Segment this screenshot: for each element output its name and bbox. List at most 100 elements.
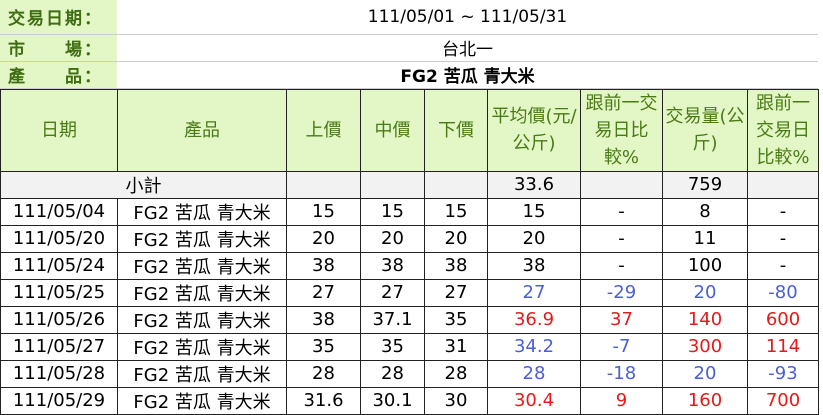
table-row: 111/05/29 FG2 苦瓜 青大米 31.6 30.1 30 30.4 9 160 700 [0,386,819,415]
cell-high: 20 [286,224,361,253]
table-row: 111/05/24 FG2 苦瓜 青大米 38 38 38 38-100- [0,251,819,280]
cell-high: 35 [286,332,361,361]
column-header: 下價 [424,88,488,172]
column-header: 跟前一交易日比較% [747,88,819,172]
cell-avg-cmp: - [580,251,663,280]
column-header: 日期 [0,88,118,172]
cell-date: 111/05/25 [0,278,118,307]
market-label: 市 場： [0,34,117,62]
subtotal-row: 小計 33.6 759 [0,170,819,199]
cell-vol-cmp: 114 [747,332,819,361]
cell-vol-cmp: -80 [747,278,819,307]
table-row: 111/05/20 FG2 苦瓜 青大米 20 20 20 20-11- [0,224,819,253]
cell-product: FG2 苦瓜 青大米 [117,386,287,415]
column-header: 交易量(公斤) [662,88,748,172]
cell-vol-cmp: 700 [747,386,819,415]
date-range-value: 111/05/01 ~ 111/05/31 [117,0,818,35]
product-value: FG2 苦瓜 青大米 [117,61,818,89]
cell-avg-cmp: - [580,224,663,253]
cell-vol: 11 [662,224,748,253]
cell-avg: 15 [487,197,581,226]
cell-mid: 27 [360,278,425,307]
cell-low: 31 [424,332,488,361]
cell-high: 31.6 [286,386,361,415]
cell-mid: 38 [360,251,425,280]
cell-product: FG2 苦瓜 青大米 [117,359,287,388]
price-table: 日期 產品 上價 中價 下價 平均價(元/公斤) 跟前一交易日比較% 交易量(公斤) 跟前一交易… [0,88,819,415]
cell-low: 27 [424,278,488,307]
cell-mid: 20 [360,224,425,253]
cell-avg: 34.2 [487,332,581,361]
cell-avg: 30.4 [487,386,581,415]
table-row: 111/05/04 FG2 苦瓜 青大米 15 15 15 15-8- [0,197,819,226]
cell-high: 38 [286,305,361,334]
cell-low: 20 [424,224,488,253]
date-range-label: 交易日期： [0,0,117,35]
subtotal-volume: 759 [662,170,748,199]
cell-mid: 35 [360,332,425,361]
cell-date: 111/05/26 [0,305,118,334]
cell-avg-cmp: -18 [580,359,663,388]
cell-date: 111/05/04 [0,197,118,226]
cell-avg-cmp: -29 [580,278,663,307]
table-row: 111/05/26 FG2 苦瓜 青大米 38 37.1 35 36.9 37 140 600 [0,305,819,334]
table-row: 111/05/25 FG2 苦瓜 青大米 27 27 27 27 -29 20 -80 [0,278,819,307]
cell-avg: 38 [487,251,581,280]
cell-mid: 15 [360,197,425,226]
cell-mid: 30.1 [360,386,425,415]
cell-product: FG2 苦瓜 青大米 [117,305,287,334]
cell-low: 35 [424,305,488,334]
cell-product: FG2 苦瓜 青大米 [117,224,287,253]
product-label: 產 品： [0,61,117,89]
cell-avg-cmp: - [580,197,663,226]
cell-date: 111/05/28 [0,359,118,388]
cell-vol-cmp: - [747,197,819,226]
cell-low: 30 [424,386,488,415]
cell-date: 111/05/27 [0,332,118,361]
cell-date: 111/05/20 [0,224,118,253]
cell-low: 38 [424,251,488,280]
cell-mid: 28 [360,359,425,388]
column-header: 中價 [360,88,425,172]
cell-product: FG2 苦瓜 青大米 [117,251,287,280]
cell-vol: 100 [662,251,748,280]
cell-avg: 20 [487,224,581,253]
cell-high: 15 [286,197,361,226]
cell-product: FG2 苦瓜 青大米 [117,332,287,361]
cell-vol: 140 [662,305,748,334]
cell-avg-cmp: 9 [580,386,663,415]
cell-avg: 36.9 [487,305,581,334]
cell-date: 111/05/29 [0,386,118,415]
cell-vol: 160 [662,386,748,415]
cell-vol-cmp: 600 [747,305,819,334]
table-row: 111/05/28 FG2 苦瓜 青大米 28 28 28 28 -18 20 -93 [0,359,819,388]
cell-date: 111/05/24 [0,251,118,280]
cell-avg: 28 [487,359,581,388]
cell-product: FG2 苦瓜 青大米 [117,197,287,226]
cell-high: 38 [286,251,361,280]
cell-high: 27 [286,278,361,307]
cell-vol: 8 [662,197,748,226]
cell-high: 28 [286,359,361,388]
cell-product: FG2 苦瓜 青大米 [117,278,287,307]
cell-vol: 20 [662,359,748,388]
cell-vol-cmp: - [747,251,819,280]
cell-vol-cmp: -93 [747,359,819,388]
column-header: 產品 [117,88,287,172]
query-info: 交易日期： 111/05/01 ~ 111/05/31 市 場： 台北一 產 品： F… [0,0,818,89]
column-header: 上價 [286,88,361,172]
cell-low: 28 [424,359,488,388]
market-value: 台北一 [117,34,818,62]
column-header: 跟前一交易日比較% [580,88,663,172]
cell-vol: 20 [662,278,748,307]
cell-low: 15 [424,197,488,226]
cell-avg-cmp: 37 [580,305,663,334]
cell-vol-cmp: - [747,224,819,253]
cell-vol: 300 [662,332,748,361]
table-row: 111/05/27 FG2 苦瓜 青大米 35 35 31 34.2 -7 300 114 [0,332,819,361]
subtotal-label: 小計 [0,170,287,199]
cell-avg-cmp: -7 [580,332,663,361]
subtotal-avg: 33.6 [487,170,581,199]
cell-avg: 27 [487,278,581,307]
